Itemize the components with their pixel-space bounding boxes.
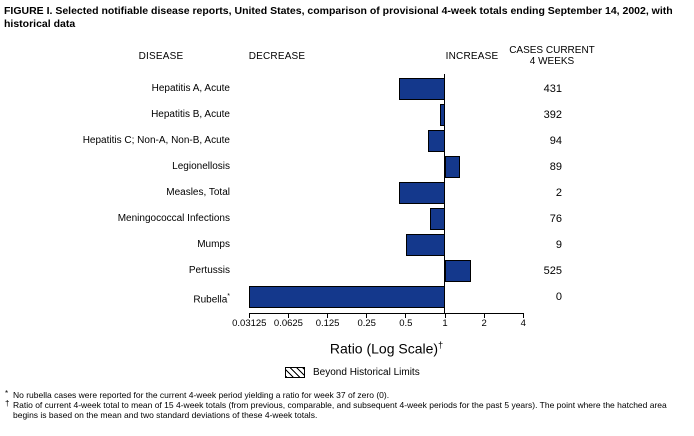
column-header-decrease: DECREASE [248, 51, 306, 62]
x-axis-line [249, 313, 524, 314]
x-axis-tick [287, 313, 289, 318]
cases-value: 2 [555, 187, 562, 199]
footnote-text: No rubella cases were reported for the c… [13, 390, 390, 400]
figure-title: FIGURE I. Selected notifiable disease re… [4, 5, 673, 30]
x-axis-tick-label: 1 [442, 318, 448, 329]
disease-label: Hepatitis C; Non-A, Non-B, Acute [82, 135, 230, 146]
ratio-bar [405, 234, 445, 256]
x-axis-tick [522, 313, 524, 318]
x-axis-tick-label: 4 [520, 318, 526, 329]
x-axis-label-text: Ratio (Log Scale) [329, 340, 439, 357]
disease-label: Pertussis [188, 265, 230, 276]
disease-label: Hepatitis B, Acute [151, 109, 230, 120]
cases-value: 9 [555, 239, 562, 251]
ratio-bar [249, 286, 445, 308]
footnotes: * No rubella cases were reported for the … [4, 389, 692, 420]
x-axis-label-footnote-marker: † [438, 340, 444, 350]
cases-value: 392 [543, 109, 562, 121]
ratio-bar [398, 182, 445, 204]
cases-value: 0 [555, 291, 562, 303]
cases-value: 431 [543, 83, 562, 95]
footnote-marker: † [5, 399, 10, 408]
ratio-bar [430, 208, 445, 230]
footnote: * No rubella cases were reported for the … [4, 389, 692, 400]
x-axis-label: Ratio (Log Scale)† [249, 340, 524, 357]
column-header-cases: CASES CURRENT 4 WEEKS [491, 45, 613, 67]
ratio-bar [398, 78, 445, 100]
column-header-disease: DISEASE [138, 51, 184, 62]
column-header-cases-line2: 4 WEEKS [529, 56, 575, 67]
x-axis-tick-label: 0.5 [399, 318, 413, 329]
footnote-marker: * [5, 389, 9, 398]
cases-value: 76 [549, 213, 562, 225]
x-axis-tick [444, 313, 446, 318]
x-axis-tick [327, 313, 329, 318]
column-header-increase: INCREASE [445, 51, 499, 62]
disease-label: Mumps [197, 239, 230, 250]
x-axis-tick [405, 313, 407, 318]
ratio-bar [427, 130, 445, 152]
column-header-cases-line1: CASES CURRENT [509, 45, 595, 56]
x-axis-tick-label: 0.03125 [232, 318, 267, 329]
disease-label: Hepatitis A, Acute [151, 83, 230, 94]
x-axis-tick-label: 0.25 [357, 318, 376, 329]
footnote-marker: * [227, 293, 230, 300]
cases-value: 525 [543, 265, 562, 277]
cases-value: 89 [549, 161, 562, 173]
x-axis-tick-label: 2 [481, 318, 487, 329]
ratio-bar [440, 104, 445, 126]
x-axis-tick [483, 313, 485, 318]
disease-label: Measles, Total [166, 187, 230, 198]
legend-hatched-swatch [285, 367, 305, 378]
disease-label: Legionellosis [172, 161, 230, 172]
x-axis-tick [248, 313, 250, 318]
x-axis-tick-label: 0.0625 [273, 318, 303, 329]
x-axis-tick-label: 0.125 [315, 318, 340, 329]
footnote-text: Ratio of current 4-week total to mean of… [13, 400, 667, 420]
ratio-bar [445, 156, 461, 178]
x-axis-tick [366, 313, 368, 318]
disease-label: Meningococcal Infections [117, 213, 230, 224]
disease-label: Rubella* [193, 293, 230, 306]
footnote: † Ratio of current 4-week total to mean o… [4, 399, 692, 420]
cases-value: 94 [549, 135, 562, 147]
ratio-bar [445, 260, 472, 282]
legend-label: Beyond Historical Limits [313, 367, 420, 378]
